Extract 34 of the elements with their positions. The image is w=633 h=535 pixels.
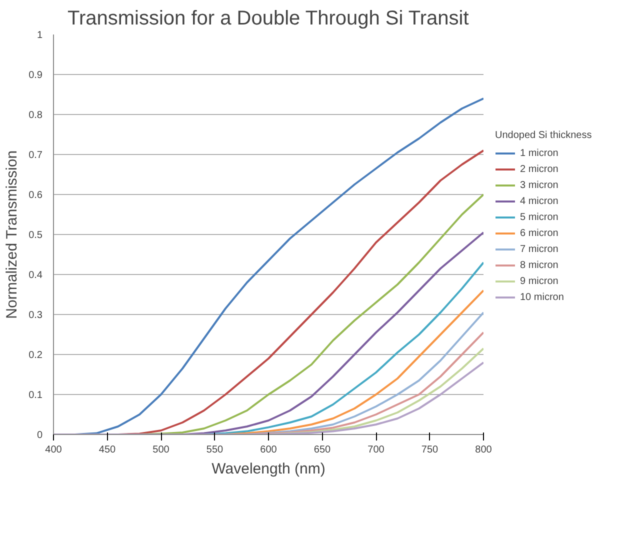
legend-label: 10 micron <box>520 290 564 304</box>
y-tick-label: 0.7 <box>28 150 43 161</box>
legend-label: 2 micron <box>520 162 558 176</box>
x-tick-label: 550 <box>206 444 224 456</box>
legend-title: Undoped Si thickness <box>495 130 592 141</box>
x-tick-label: 600 <box>260 444 278 456</box>
legend-label: 4 micron <box>520 194 558 208</box>
y-tick-label: 0.8 <box>28 110 43 121</box>
y-axis-title: Normalized Transmission <box>4 150 21 319</box>
y-tick-label: 0.3 <box>28 310 43 321</box>
x-tick-label: 400 <box>45 444 62 456</box>
x-tick-label: 700 <box>368 444 385 456</box>
legend-label: 9 micron <box>520 274 558 288</box>
legend-label: 6 micron <box>520 226 558 240</box>
legend-label: 3 micron <box>520 178 558 192</box>
legend-label: 5 micron <box>520 210 558 224</box>
y-tick-label: 0.9 <box>28 70 43 81</box>
x-tick-label: 450 <box>98 444 116 456</box>
y-tick-label: 0.1 <box>28 390 43 401</box>
y-tick-label: 0.5 <box>28 230 43 241</box>
legend-label: 8 micron <box>520 258 558 272</box>
y-tick-label: 0 <box>36 430 43 441</box>
x-axis-title: Wavelength (nm) <box>212 460 326 478</box>
y-tick-label: 0.4 <box>28 270 43 281</box>
chart-title: Transmission for a Double Through Si Transit <box>67 8 470 30</box>
y-tick-label: 0.6 <box>28 190 43 201</box>
x-tick-label: 800 <box>475 444 492 456</box>
legend-label: 7 micron <box>520 242 558 256</box>
legend-label: 1 micron <box>520 146 558 160</box>
x-tick-label: 750 <box>421 444 439 456</box>
y-tick-label: 1 <box>36 30 43 41</box>
y-tick-label: 0.2 <box>28 350 43 361</box>
x-tick-label: 650 <box>314 444 332 456</box>
x-tick-label: 500 <box>152 444 170 456</box>
